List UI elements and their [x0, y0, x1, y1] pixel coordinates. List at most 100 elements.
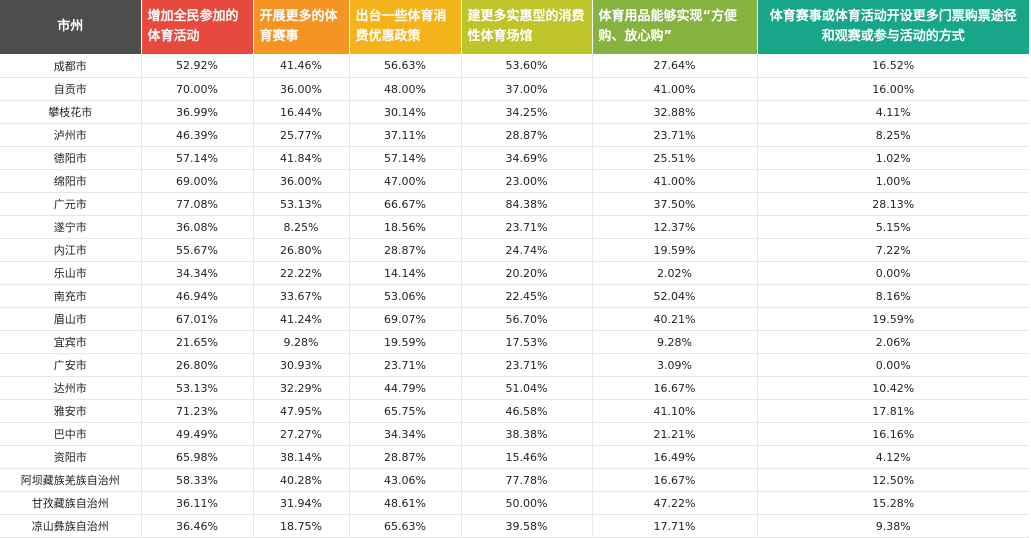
value-cell: 41.84%: [253, 146, 350, 170]
value-cell: 30.93%: [253, 353, 350, 377]
city-cell: 广元市: [0, 192, 142, 216]
value-cell: 36.00%: [253, 169, 350, 193]
value-cell: 20.20%: [461, 261, 593, 285]
value-cell: 36.08%: [141, 215, 254, 239]
value-cell: 37.50%: [592, 192, 758, 216]
value-cell: 84.38%: [461, 192, 593, 216]
value-cell: 70.00%: [141, 77, 254, 101]
value-cell: 36.99%: [141, 100, 254, 124]
value-cell: 15.46%: [461, 445, 593, 469]
table-row: 广安市 26.80% 30.93% 23.71% 23.71% 3.09% 0.00%: [0, 353, 1029, 377]
value-cell: 3.09%: [592, 353, 758, 377]
value-cell: 21.21%: [592, 422, 758, 446]
value-cell: 36.11%: [141, 491, 254, 515]
value-cell: 16.16%: [757, 422, 1029, 446]
value-cell: 49.49%: [141, 422, 254, 446]
table-row: 自贡市 70.00% 36.00% 48.00% 37.00% 41.00% 16.00%: [0, 77, 1029, 101]
city-cell: 南充市: [0, 284, 142, 308]
city-cell: 达州市: [0, 376, 142, 400]
value-cell: 22.45%: [461, 284, 593, 308]
value-cell: 48.61%: [349, 491, 462, 515]
city-cell: 阿坝藏族羌族自治州: [0, 468, 142, 492]
value-cell: 65.63%: [349, 514, 462, 538]
value-cell: 46.94%: [141, 284, 254, 308]
value-cell: 77.08%: [141, 192, 254, 216]
value-cell: 28.87%: [349, 445, 462, 469]
table-row: 绵阳市 69.00% 36.00% 47.00% 23.00% 41.00% 1.00%: [0, 169, 1029, 193]
value-cell: 37.00%: [461, 77, 593, 101]
table-row: 眉山市 67.01% 41.24% 69.07% 56.70% 40.21% 19.59%: [0, 307, 1029, 331]
city-cell: 眉山市: [0, 307, 142, 331]
value-cell: 18.56%: [349, 215, 462, 239]
value-cell: 55.67%: [141, 238, 254, 262]
table-header: 市州 增加全民参加的体育活动 开展更多的体育赛事 出台一些体育消费优惠政策 建更…: [0, 0, 1029, 54]
city-cell: 绵阳市: [0, 169, 142, 193]
value-cell: 47.95%: [253, 399, 350, 423]
value-cell: 8.25%: [757, 123, 1029, 147]
table-row: 凉山彝族自治州 36.46% 18.75% 65.63% 39.58% 17.71% 9.3…: [0, 514, 1029, 538]
value-cell: 56.70%: [461, 307, 593, 331]
value-cell: 66.67%: [349, 192, 462, 216]
value-cell: 5.15%: [757, 215, 1029, 239]
value-cell: 40.28%: [253, 468, 350, 492]
header-city: 市州: [0, 0, 142, 54]
city-cell: 广安市: [0, 353, 142, 377]
value-cell: 53.13%: [141, 376, 254, 400]
value-cell: 39.58%: [461, 514, 593, 538]
value-cell: 36.00%: [253, 77, 350, 101]
value-cell: 65.98%: [141, 445, 254, 469]
value-cell: 26.80%: [253, 238, 350, 262]
header-consumption-discount-policies: 出台一些体育消费优惠政策: [349, 0, 462, 54]
value-cell: 52.92%: [141, 54, 254, 78]
value-cell: 41.00%: [592, 77, 758, 101]
value-cell: 21.65%: [141, 330, 254, 354]
table-row: 资阳市 65.98% 38.14% 28.87% 15.46% 16.49% 4.12%: [0, 445, 1029, 469]
value-cell: 16.49%: [592, 445, 758, 469]
value-cell: 0.00%: [757, 353, 1029, 377]
city-cell: 凉山彝族自治州: [0, 514, 142, 538]
value-cell: 17.81%: [757, 399, 1029, 423]
value-cell: 47.22%: [592, 491, 758, 515]
value-cell: 10.42%: [757, 376, 1029, 400]
value-cell: 4.11%: [757, 100, 1029, 124]
value-cell: 16.00%: [757, 77, 1029, 101]
value-cell: 4.12%: [757, 445, 1029, 469]
value-cell: 8.16%: [757, 284, 1029, 308]
value-cell: 18.75%: [253, 514, 350, 538]
value-cell: 2.02%: [592, 261, 758, 285]
value-cell: 41.46%: [253, 54, 350, 78]
value-cell: 69.00%: [141, 169, 254, 193]
city-cell: 宜宾市: [0, 330, 142, 354]
table-row: 宜宾市 21.65% 9.28% 19.59% 17.53% 9.28% 2.06%: [0, 330, 1029, 354]
header-more-sports-events: 开展更多的体育赛事: [253, 0, 350, 54]
value-cell: 67.01%: [141, 307, 254, 331]
value-cell: 1.02%: [757, 146, 1029, 170]
city-cell: 自贡市: [0, 77, 142, 101]
value-cell: 43.06%: [349, 468, 462, 492]
value-cell: 27.64%: [592, 54, 758, 78]
value-cell: 31.94%: [253, 491, 350, 515]
value-cell: 14.14%: [349, 261, 462, 285]
table-row: 雅安市 71.23% 47.95% 65.75% 46.58% 41.10% 17.81%: [0, 399, 1029, 423]
value-cell: 23.71%: [349, 353, 462, 377]
value-cell: 19.59%: [349, 330, 462, 354]
city-cell: 内江市: [0, 238, 142, 262]
city-cell: 甘孜藏族自治州: [0, 491, 142, 515]
value-cell: 23.00%: [461, 169, 593, 193]
value-cell: 38.38%: [461, 422, 593, 446]
value-cell: 34.69%: [461, 146, 593, 170]
value-cell: 47.00%: [349, 169, 462, 193]
value-cell: 33.67%: [253, 284, 350, 308]
table-row: 德阳市 57.14% 41.84% 57.14% 34.69% 25.51% 1.02%: [0, 146, 1029, 170]
value-cell: 53.13%: [253, 192, 350, 216]
table-body: 成都市 52.92% 41.46% 56.63% 53.60% 27.64% 16.52% 自…: [0, 54, 1029, 538]
value-cell: 41.10%: [592, 399, 758, 423]
value-cell: 32.29%: [253, 376, 350, 400]
value-cell: 65.75%: [349, 399, 462, 423]
table-row: 南充市 46.94% 33.67% 53.06% 22.45% 52.04% 8.16%: [0, 284, 1029, 308]
value-cell: 12.37%: [592, 215, 758, 239]
value-cell: 16.67%: [592, 376, 758, 400]
header-mass-sports-activities: 增加全民参加的体育活动: [141, 0, 254, 54]
value-cell: 27.27%: [253, 422, 350, 446]
